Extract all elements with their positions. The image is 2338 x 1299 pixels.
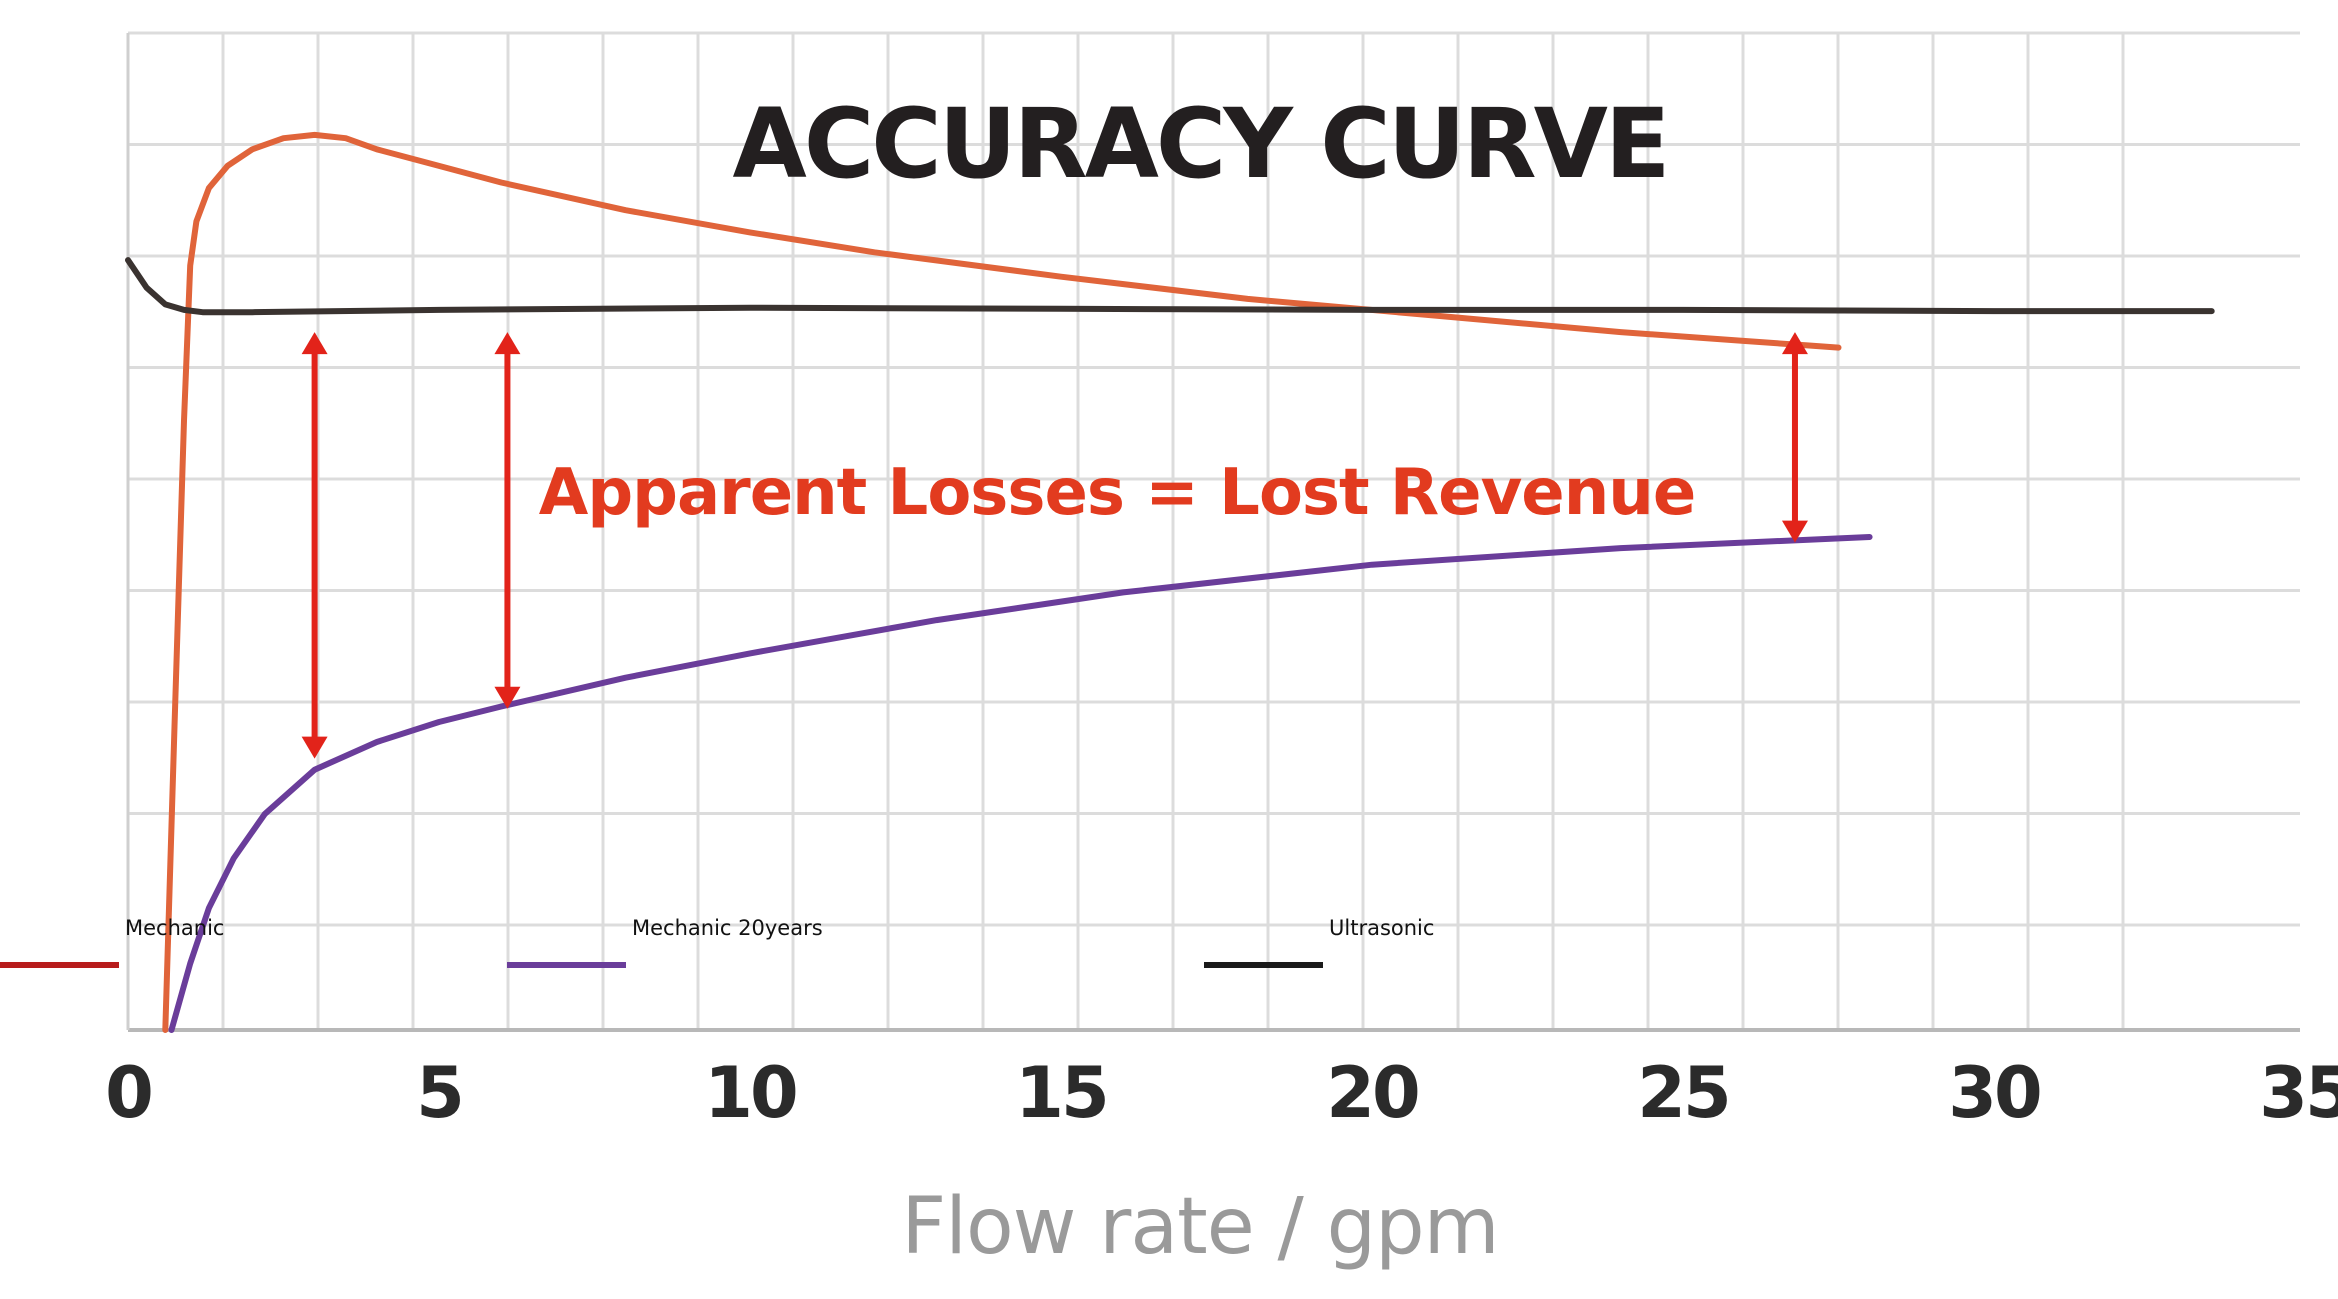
series-line-mechanic	[162, 131, 1842, 1033]
apparent-losses-annotation: Apparent Losses = Lost Revenue	[539, 456, 1695, 530]
x-tick-label: 35	[2259, 1052, 2338, 1134]
loss-arrow-head-up	[494, 332, 521, 355]
legend-entry-mechanic-20years: Mechanic 20years	[507, 916, 823, 968]
x-tick-label: 30	[1948, 1052, 2040, 1134]
chart-axes	[126, 33, 2300, 1032]
x-tick-label: 20	[1326, 1052, 1418, 1134]
x-tick-label: 15	[1015, 1052, 1106, 1134]
loss-arrow-head-down	[301, 736, 328, 759]
chart-title: ACCURACY CURVE	[733, 88, 1668, 200]
loss-arrows	[301, 332, 1808, 759]
legend-entry-mechanic: Mechanic	[0, 916, 224, 968]
legend-entry-ultrasonic: Ultrasonic	[1204, 916, 1434, 968]
legend-label-mechanic: Mechanic	[125, 916, 224, 940]
x-tick-label: 5	[416, 1052, 462, 1134]
x-tick-label: 0	[105, 1052, 151, 1134]
x-tick-label: 25	[1637, 1052, 1728, 1134]
series-line-mechanic-20years	[168, 534, 1873, 1033]
loss-arrow-head-down	[1781, 520, 1808, 543]
legend-label-mechanic-20years: Mechanic 20years	[632, 916, 823, 940]
series-line-ultrasonic	[125, 257, 2215, 316]
x-axis-label: Flow rate / gpm	[901, 1182, 1498, 1272]
legend: Mechanic Mechanic 20years Ultrasonic	[0, 916, 1434, 968]
loss-arrow-head-up	[1781, 332, 1808, 355]
legend-label-ultrasonic: Ultrasonic	[1329, 916, 1434, 940]
loss-arrow-head-up	[301, 332, 328, 355]
series-layer	[125, 131, 2215, 1033]
x-tick-label: 10	[704, 1052, 796, 1134]
x-tick-labels: 0 5 10 15 20 25 30 35	[105, 1052, 2338, 1134]
loss-arrow-head-down	[494, 686, 521, 709]
chart-grid	[128, 31, 2300, 1030]
